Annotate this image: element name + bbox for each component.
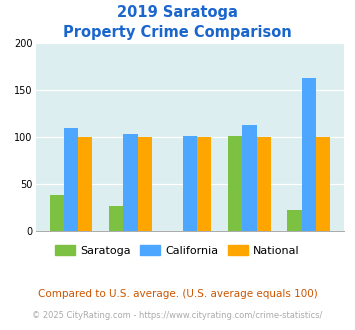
Bar [138,137,152,231]
Legend: Saratoga, California, National: Saratoga, California, National [51,241,304,260]
Bar [197,137,211,231]
Text: © 2025 CityRating.com - https://www.cityrating.com/crime-statistics/: © 2025 CityRating.com - https://www.city… [32,311,323,320]
Text: 2019 Saratoga: 2019 Saratoga [117,5,238,20]
Bar [242,125,257,231]
Bar [78,137,92,231]
Bar [183,136,197,231]
Bar [316,137,330,231]
Bar [109,206,123,231]
Bar [288,210,302,231]
Bar [228,136,242,231]
Bar [123,134,138,231]
Bar [302,78,316,231]
Text: Compared to U.S. average. (U.S. average equals 100): Compared to U.S. average. (U.S. average … [38,289,317,299]
Bar [64,128,78,231]
Bar [50,195,64,231]
Text: Property Crime Comparison: Property Crime Comparison [63,25,292,40]
Bar [257,137,271,231]
